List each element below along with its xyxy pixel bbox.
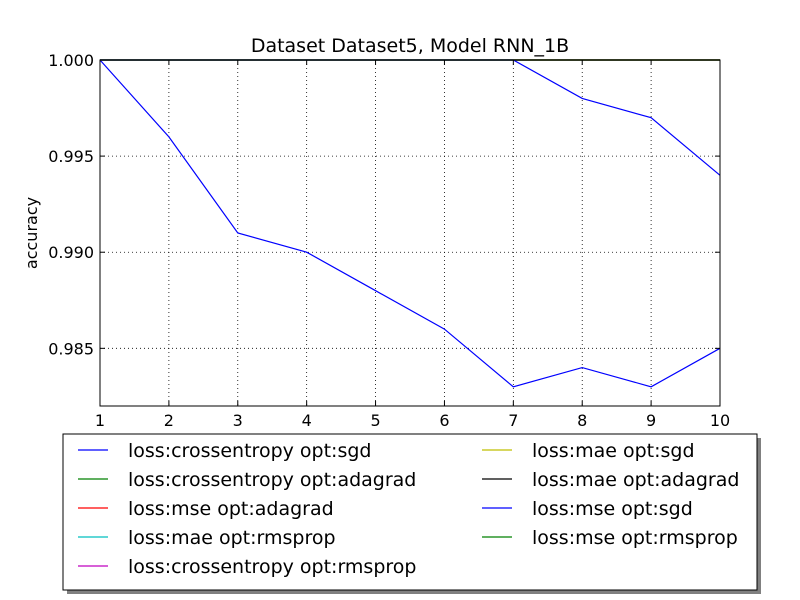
legend-entry: loss:crossentropy opt:adagrad: [78, 469, 416, 491]
legend-entry: loss:mse opt:sgd: [482, 498, 693, 520]
legend-label: loss:crossentropy opt:sgd: [128, 440, 371, 462]
legend-label: loss:mae opt:rmsprop: [128, 527, 336, 549]
legend: loss:crossentropy opt:sgd loss:crossentro…: [62, 433, 761, 594]
legend-label: loss:crossentropy opt:rmsprop: [128, 556, 416, 578]
x-tick-label: 9: [646, 411, 656, 430]
plot-area-frame: [99, 59, 721, 407]
x-tick-label: 4: [302, 411, 312, 430]
x-tick-label: 7: [508, 411, 518, 430]
x-tick-label: 1: [95, 411, 105, 430]
legend-entry: loss:crossentropy opt:rmsprop: [78, 556, 416, 578]
series-lines: [99, 59, 721, 388]
legend-entry: loss:mae opt:sgd: [482, 440, 695, 462]
y-tick-label: 0.995: [48, 147, 94, 166]
legend-entry: loss:mae opt:adagrad: [482, 469, 739, 491]
legend-label: loss:mae opt:sgd: [532, 440, 695, 462]
series-line-1: [99, 59, 721, 388]
y-axis-label: accuracy: [22, 197, 41, 269]
grid-lines: [100, 60, 720, 406]
x-tick-label: 6: [439, 411, 449, 430]
x-tick-label: 2: [164, 411, 174, 430]
axis-ticks: 1 2 3 4 5 6 7 8 9 10 0.985 0.990 0.995 1.000: [48, 51, 730, 430]
legend-label: loss:mse opt:sgd: [532, 498, 693, 520]
series-line-8: [100, 59, 721, 176]
x-tick-label: 3: [233, 411, 243, 430]
x-tick-label: 8: [577, 411, 587, 430]
x-tick-label: 5: [370, 411, 380, 430]
legend-entry: loss:mse opt:adagrad: [78, 498, 334, 520]
legend-entries: loss:crossentropy opt:sgd loss:crossentro…: [78, 440, 739, 578]
legend-entry: loss:mse opt:rmsprop: [482, 527, 738, 549]
y-tick-label: 1.000: [48, 51, 94, 70]
legend-label: loss:mse opt:adagrad: [128, 498, 334, 520]
x-tick-label: 10: [710, 411, 730, 430]
legend-label: loss:mae opt:adagrad: [532, 469, 739, 491]
legend-entry: loss:crossentropy opt:sgd: [78, 440, 371, 462]
chart-title: Dataset Dataset5, Model RNN_1B: [251, 35, 569, 57]
legend-label: loss:mse opt:rmsprop: [532, 527, 738, 549]
legend-label: loss:crossentropy opt:adagrad: [128, 469, 416, 491]
y-tick-label: 0.985: [48, 339, 94, 358]
legend-box: [62, 433, 758, 591]
legend-entry: loss:mae opt:rmsprop: [78, 527, 336, 549]
y-tick-label: 0.990: [48, 243, 94, 262]
